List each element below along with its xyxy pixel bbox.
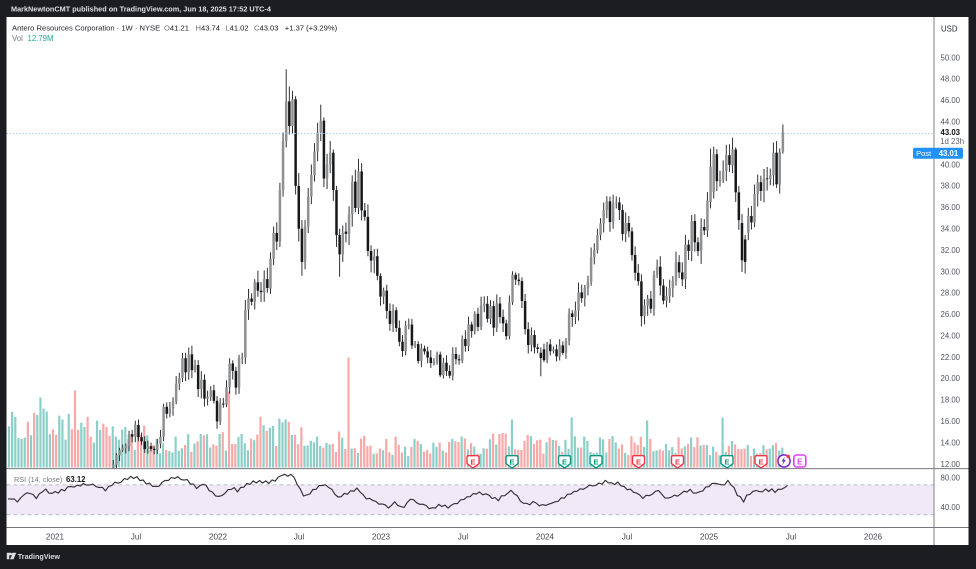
svg-text:63.12: 63.12 xyxy=(66,475,86,484)
svg-text:Jul: Jul xyxy=(294,533,305,542)
svg-text:26.00: 26.00 xyxy=(941,310,961,319)
svg-text:E: E xyxy=(509,458,514,467)
svg-text:38.00: 38.00 xyxy=(941,182,961,191)
svg-text:Jul: Jul xyxy=(458,533,469,542)
svg-text:E: E xyxy=(675,458,680,467)
svg-text:24.00: 24.00 xyxy=(941,331,961,340)
svg-text:14.00: 14.00 xyxy=(941,438,961,447)
svg-text:50.00: 50.00 xyxy=(941,53,961,62)
svg-text:E: E xyxy=(724,458,729,467)
svg-text:18.00: 18.00 xyxy=(941,396,961,405)
svg-text:Vol: Vol xyxy=(12,34,23,43)
svg-text:E: E xyxy=(470,458,475,467)
svg-text:46.00: 46.00 xyxy=(941,96,961,105)
svg-text:Post: Post xyxy=(916,149,932,158)
svg-text:12.00: 12.00 xyxy=(941,460,961,469)
svg-text:E: E xyxy=(593,458,598,467)
svg-text:Jul: Jul xyxy=(131,533,142,542)
svg-text:43.01: 43.01 xyxy=(939,149,959,158)
svg-text:MarkNewtonCMT published on Tra: MarkNewtonCMT published on TradingView.c… xyxy=(11,4,272,13)
svg-text:22.00: 22.00 xyxy=(941,353,961,362)
svg-text:2023: 2023 xyxy=(372,533,391,542)
svg-text:40.00: 40.00 xyxy=(941,160,961,169)
svg-text:80.00: 80.00 xyxy=(941,474,961,483)
svg-text:2025: 2025 xyxy=(700,533,719,542)
svg-text:40.00: 40.00 xyxy=(941,503,961,512)
svg-text:44.00: 44.00 xyxy=(941,118,961,127)
svg-text:E: E xyxy=(636,458,641,467)
svg-text:20.00: 20.00 xyxy=(941,374,961,383)
svg-text:E: E xyxy=(758,458,763,467)
svg-text:2026: 2026 xyxy=(864,533,883,542)
svg-text:32.00: 32.00 xyxy=(941,246,961,255)
svg-text:E: E xyxy=(797,457,803,466)
svg-text:34.00: 34.00 xyxy=(941,225,961,234)
svg-text:12.79M: 12.79M xyxy=(28,34,54,43)
svg-text:48.00: 48.00 xyxy=(941,75,961,84)
svg-text:E: E xyxy=(562,458,567,467)
svg-text:Jul: Jul xyxy=(622,533,633,542)
svg-text:Jul: Jul xyxy=(786,533,797,542)
svg-text:2022: 2022 xyxy=(209,533,228,542)
svg-text:28.00: 28.00 xyxy=(941,289,961,298)
svg-text:USD: USD xyxy=(941,25,958,34)
svg-text:2024: 2024 xyxy=(536,533,555,542)
svg-text:2021: 2021 xyxy=(46,533,65,542)
svg-text:TradingView: TradingView xyxy=(18,552,61,561)
svg-text:36.00: 36.00 xyxy=(941,203,961,212)
svg-text:Antero Resources Corporation ·: Antero Resources Corporation · 1W · NYSE… xyxy=(12,24,338,33)
svg-text:30.00: 30.00 xyxy=(941,267,961,276)
svg-text:43.03: 43.03 xyxy=(941,128,961,137)
svg-text:RSI (14, close): RSI (14, close) xyxy=(14,475,62,484)
svg-text:1d 23h: 1d 23h xyxy=(940,137,964,146)
svg-text:16.00: 16.00 xyxy=(941,417,961,426)
